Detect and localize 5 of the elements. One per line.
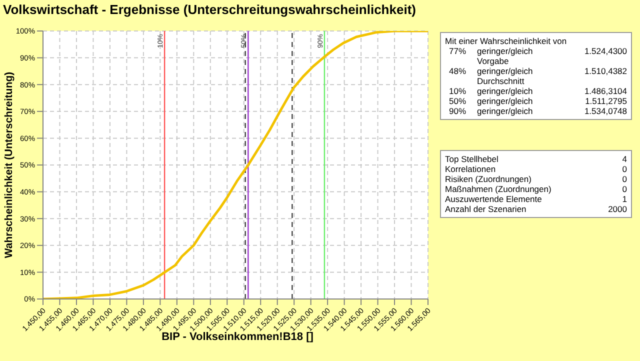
x-axis-title: BIP - Volkseinkommen!B18 [] (162, 331, 314, 343)
probability-table: Mit einer Wahrscheinlichkeit von 77% geringer/gleich Vorgabe 1.524,4300 48% geringer/gleich Durchschnitt 1.510,4382 10% geringer/gleich 1.486,3104 50% geringer/gleich 1.511,2795 90% geringer/gleich 1.534,0748 (440, 32, 632, 120)
chart-title: Volkswirtschaft - Ergebnisse (Unterschreitungswahrscheinlichkeit) (3, 2, 416, 17)
y-axis-title: Wahrscheinlichkeit (Unterschreitung) (3, 72, 15, 258)
summary-table: Top Stellhebel 4 Korrelationen 0 Risiken (Zuordnungen) 0 Maßnahmen (Zuordnungen) 0 Auszuwertende Elemente 1 Anzahl der Szenarien 2000 (440, 150, 632, 218)
